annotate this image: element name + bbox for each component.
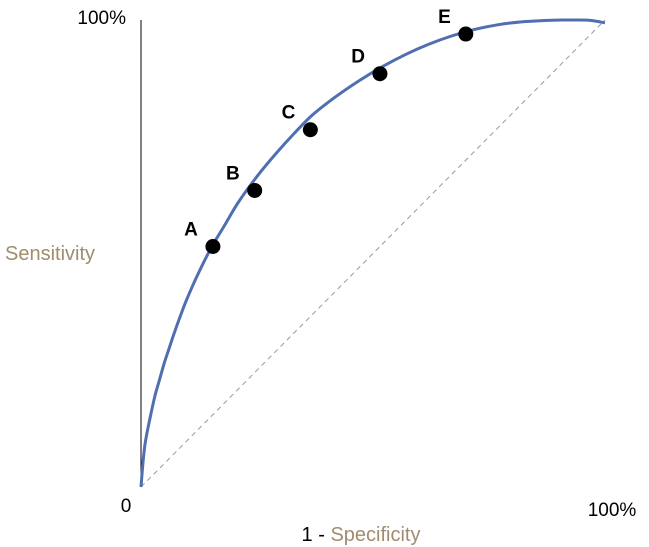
point-d-marker: [372, 66, 388, 82]
y-axis-label: Sensitivity: [5, 243, 95, 265]
x-axis-label-prefix: 1 -: [302, 524, 331, 546]
operating-points: A B C D E: [184, 7, 474, 254]
x-tick-label-max: 100%: [588, 500, 637, 521]
point-b-marker: [247, 182, 263, 198]
y-tick-label-max: 100%: [77, 8, 126, 29]
diagonal-reference-line: [140, 19, 606, 488]
point-b-label: B: [226, 163, 240, 184]
point-e-label: E: [438, 7, 451, 28]
x-axis-label-main: Specificity: [330, 524, 420, 546]
point-d-label: D: [351, 47, 365, 68]
point-a-marker: [205, 238, 221, 254]
point-c-label: C: [282, 103, 296, 124]
x-axis-label: 1 - Specificity: [302, 524, 421, 546]
roc-curve-line: [139, 18, 606, 488]
point-a-label: A: [184, 219, 198, 240]
x-tick-label-min: 0: [121, 496, 132, 517]
point-e-marker: [458, 26, 474, 42]
point-c-marker: [302, 122, 318, 138]
